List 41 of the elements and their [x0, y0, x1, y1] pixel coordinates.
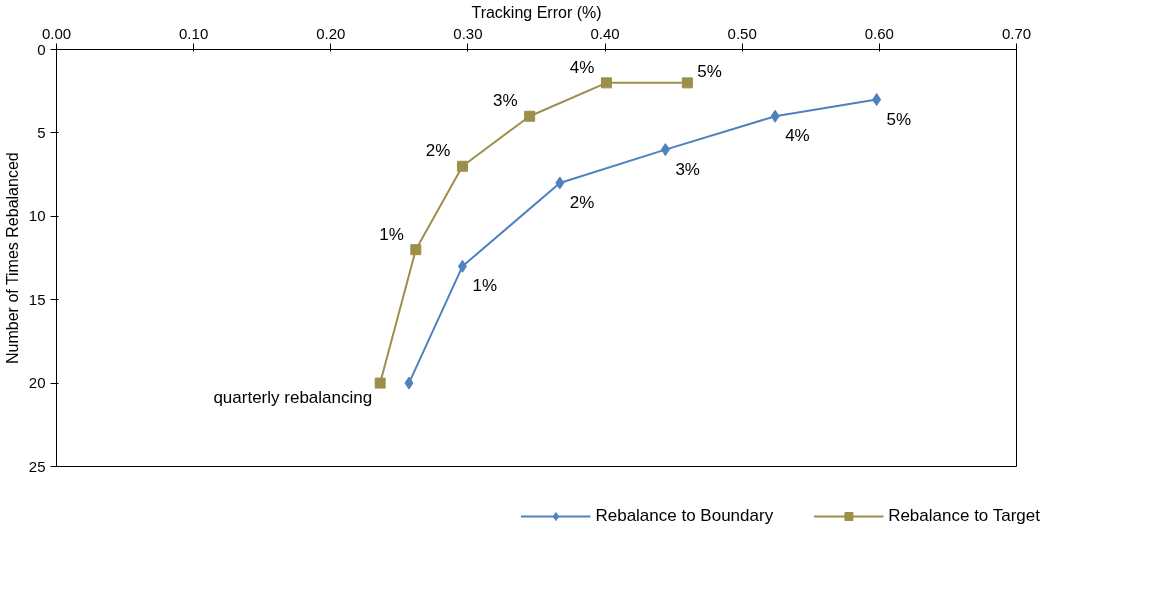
y-tick-label: 15 — [28, 290, 46, 308]
annotation: 5% — [697, 61, 722, 81]
y-axis-title: Number of Times Rebalanced — [3, 152, 21, 364]
y-tick-label: 5 — [37, 123, 46, 141]
x-tick-label: 0.40 — [590, 24, 620, 42]
x-tick-label: 0.30 — [453, 24, 483, 42]
annotation: 4% — [569, 57, 595, 77]
point — [410, 244, 422, 256]
annotation: 3% — [493, 91, 518, 111]
y-tick-label: 10 — [28, 207, 46, 225]
x-tick-label: 0.60 — [864, 24, 894, 42]
x-tick-label: 0.70 — [1001, 24, 1032, 42]
point — [374, 377, 386, 389]
annotation: 5% — [886, 109, 912, 129]
annotation: 2% — [425, 141, 451, 161]
point — [872, 93, 882, 107]
point — [456, 160, 468, 172]
x-tick-label: 0.20 — [316, 24, 346, 42]
point — [457, 259, 467, 273]
point — [600, 77, 612, 89]
annotation: 1% — [379, 224, 404, 244]
annotation: 4% — [785, 126, 810, 146]
x-tick-label: 0.10 — [179, 24, 209, 42]
x-tick-label: 0.50 — [727, 24, 757, 42]
x-tick-label: 0.00 — [41, 24, 72, 42]
point — [524, 110, 536, 122]
point — [404, 376, 414, 390]
point — [770, 109, 780, 123]
y-tick-label: 0 — [37, 40, 46, 58]
point — [555, 176, 565, 190]
point — [660, 143, 670, 157]
y-tick-label: 20 — [28, 374, 46, 392]
point — [681, 77, 693, 89]
annotation: 2% — [569, 192, 595, 212]
annotation: 1% — [472, 276, 498, 296]
y-tick-label: 25 — [28, 457, 46, 475]
legend-label: Rebalance to Target — [888, 506, 1040, 526]
legend-label: Rebalance to Boundary — [595, 506, 774, 526]
annotation: 3% — [675, 159, 700, 179]
annotation: quarterly rebalancing — [213, 387, 373, 407]
x-axis-title: Tracking Error (%) — [471, 3, 602, 21]
